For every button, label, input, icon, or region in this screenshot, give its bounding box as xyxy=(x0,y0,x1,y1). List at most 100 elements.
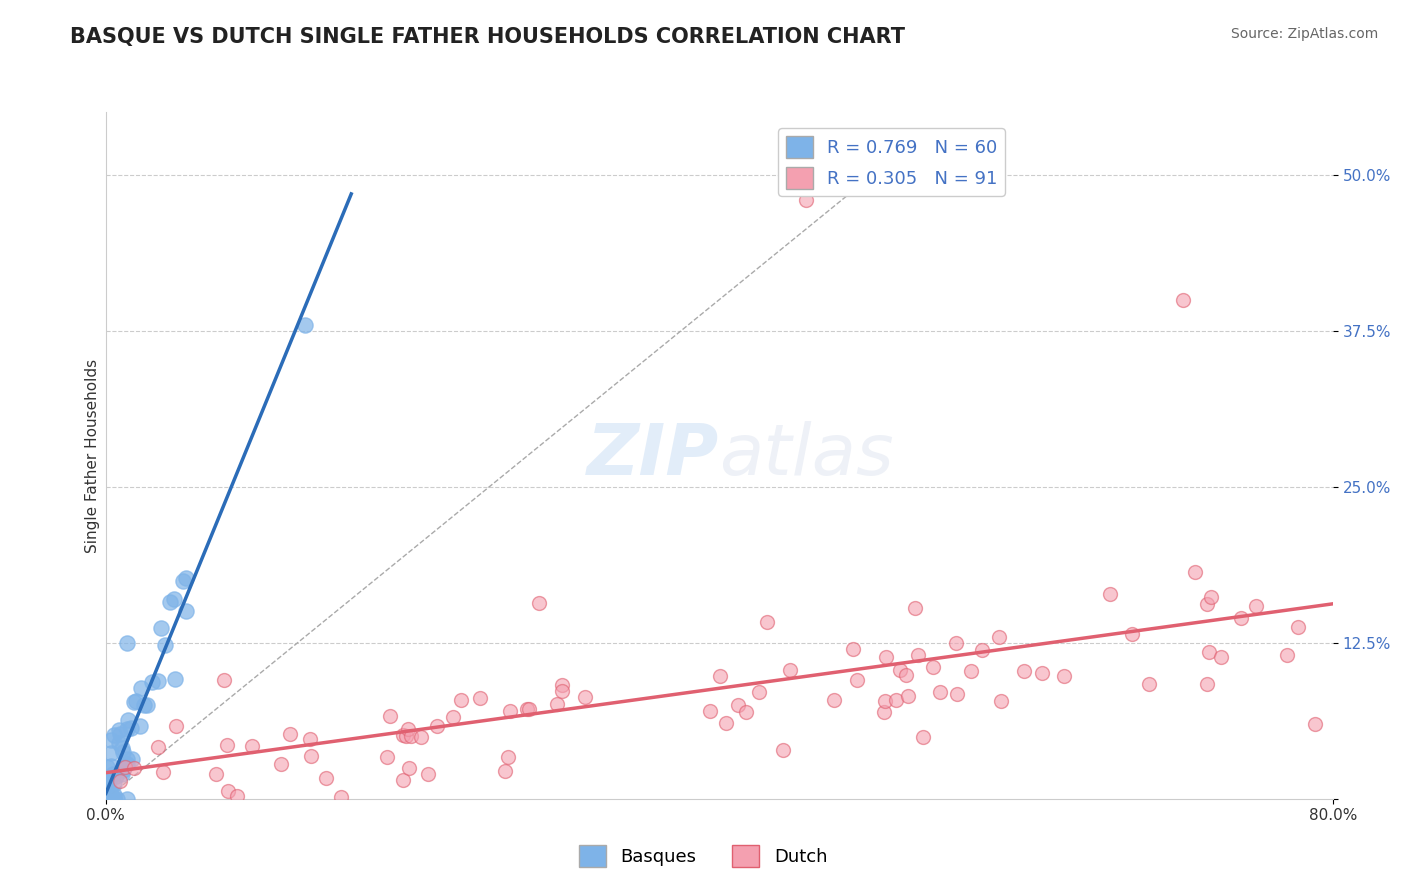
Dutch xyxy=(212,673,235,687)
Basques xyxy=(176,572,198,586)
Dutch xyxy=(1184,565,1206,579)
Dutch xyxy=(1209,649,1232,664)
Basques xyxy=(117,752,139,766)
Basques xyxy=(98,791,121,805)
Dutch xyxy=(1286,620,1309,634)
Dutch xyxy=(735,705,758,719)
Dutch xyxy=(873,706,896,720)
Basques xyxy=(108,723,131,738)
Text: Source: ZipAtlas.com: Source: ZipAtlas.com xyxy=(1230,27,1378,41)
Dutch xyxy=(1173,293,1195,307)
Dutch xyxy=(398,761,420,775)
Legend: Basques, Dutch: Basques, Dutch xyxy=(571,838,835,874)
Dutch xyxy=(823,693,845,707)
Dutch xyxy=(845,673,868,688)
Dutch xyxy=(1198,644,1220,658)
Dutch xyxy=(907,648,929,662)
Basques xyxy=(110,766,132,780)
Basques xyxy=(165,672,187,686)
Basques xyxy=(96,791,118,805)
Dutch xyxy=(226,789,249,804)
Dutch xyxy=(796,193,818,207)
Dutch xyxy=(1230,611,1253,625)
Dutch xyxy=(894,667,917,681)
Basques xyxy=(96,760,118,774)
Dutch xyxy=(755,615,778,629)
Dutch xyxy=(122,761,145,775)
Dutch xyxy=(1197,677,1219,691)
Dutch xyxy=(315,771,337,785)
Dutch xyxy=(114,760,136,774)
Dutch xyxy=(108,773,131,788)
Basques xyxy=(111,745,134,759)
Basques xyxy=(103,728,125,742)
Text: atlas: atlas xyxy=(720,421,894,490)
Basques xyxy=(103,791,125,805)
Dutch xyxy=(270,757,292,772)
Legend: R = 0.769   N = 60, R = 0.305   N = 91: R = 0.769 N = 60, R = 0.305 N = 91 xyxy=(779,128,1005,196)
Dutch xyxy=(1031,665,1053,680)
Dutch xyxy=(1121,627,1143,641)
Dutch xyxy=(897,689,920,703)
Dutch xyxy=(945,636,967,650)
Dutch xyxy=(727,698,749,713)
Dutch xyxy=(842,641,865,656)
Basques xyxy=(105,791,128,805)
Dutch xyxy=(416,766,439,780)
Dutch xyxy=(1098,587,1121,601)
Basques xyxy=(97,791,120,805)
Basques xyxy=(115,757,138,772)
Dutch xyxy=(990,694,1012,708)
Basques xyxy=(96,773,118,788)
Dutch xyxy=(546,697,568,711)
Dutch xyxy=(499,704,522,718)
Basques xyxy=(100,791,122,805)
Basques xyxy=(115,636,138,650)
Dutch xyxy=(1201,590,1223,604)
Basques xyxy=(103,777,125,791)
Dutch xyxy=(409,731,432,745)
Dutch xyxy=(165,718,187,732)
Basques xyxy=(108,736,131,750)
Basques xyxy=(121,752,143,766)
Dutch xyxy=(450,693,472,707)
Basques xyxy=(136,698,159,712)
Basques xyxy=(100,746,122,760)
Dutch xyxy=(152,765,174,780)
Dutch xyxy=(889,663,911,677)
Y-axis label: Single Father Households: Single Father Households xyxy=(86,359,100,553)
Basques xyxy=(172,574,194,589)
Basques xyxy=(98,774,121,789)
Basques xyxy=(100,791,122,805)
Dutch xyxy=(699,704,721,718)
Basques xyxy=(117,713,139,727)
Dutch xyxy=(946,687,969,701)
Basques xyxy=(129,681,152,695)
Basques xyxy=(97,791,120,805)
Dutch xyxy=(551,684,574,698)
Dutch xyxy=(779,663,801,677)
Dutch xyxy=(1197,598,1219,612)
Dutch xyxy=(1137,676,1160,690)
Dutch xyxy=(217,784,239,798)
Dutch xyxy=(1012,664,1035,678)
Basques xyxy=(105,768,128,782)
Basques xyxy=(108,727,131,741)
Basques xyxy=(96,791,118,805)
Dutch xyxy=(516,702,538,716)
Dutch xyxy=(441,710,464,724)
Dutch xyxy=(375,750,398,764)
Dutch xyxy=(496,750,519,764)
Dutch xyxy=(928,685,950,699)
Dutch xyxy=(399,729,422,743)
Dutch xyxy=(748,685,770,699)
Dutch xyxy=(148,740,170,755)
Dutch xyxy=(922,659,945,673)
Text: BASQUE VS DUTCH SINGLE FATHER HOUSEHOLDS CORRELATION CHART: BASQUE VS DUTCH SINGLE FATHER HOUSEHOLDS… xyxy=(70,27,905,46)
Basques xyxy=(132,698,155,713)
Basques xyxy=(122,695,145,709)
Basques xyxy=(294,318,316,332)
Basques xyxy=(129,719,152,733)
Dutch xyxy=(772,743,794,757)
Dutch xyxy=(959,664,981,678)
